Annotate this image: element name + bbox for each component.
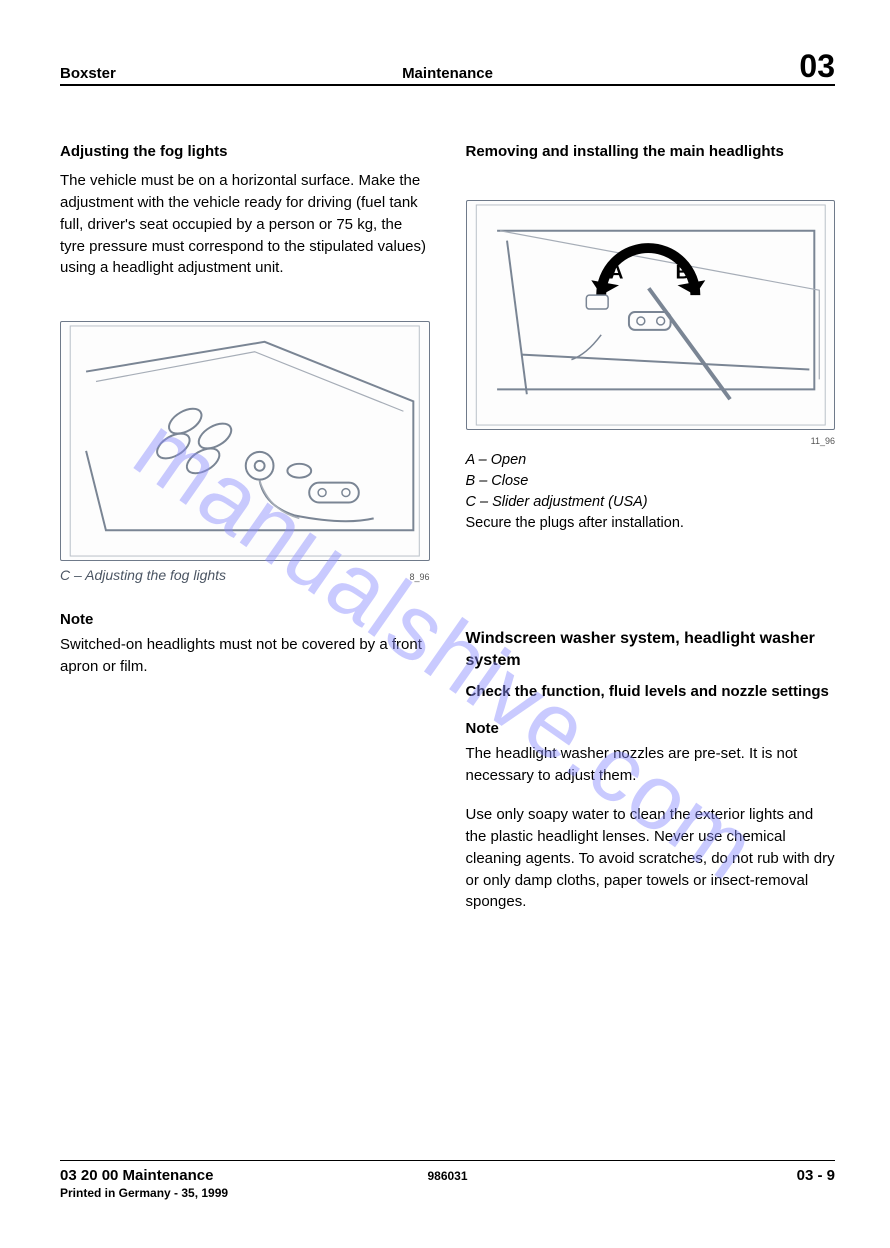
note-title-right: Note <box>466 720 836 737</box>
key-b: B – Close <box>466 471 836 492</box>
figure2-number: 11_96 <box>811 436 835 446</box>
fig2-label-b: B <box>675 262 689 284</box>
footer-section: 03 20 00 Maintenance <box>60 1167 213 1184</box>
figure2-caption-row: 11_96 <box>466 436 836 446</box>
header-left: Boxster <box>60 65 318 82</box>
page-header: Boxster Maintenance 03 <box>60 50 835 86</box>
figure-main-headlights: A B <box>466 200 836 430</box>
footer-print-info: Printed in Germany - 35, 1999 <box>60 1186 318 1200</box>
content-columns: Adjusting the fog lights The vehicle mus… <box>60 142 835 931</box>
footer-page-number: 03 - 9 <box>577 1167 835 1184</box>
note-body-right-2: Use only soapy water to clean the exteri… <box>466 804 836 913</box>
header-section-number: 03 <box>577 50 835 82</box>
key-after: Secure the plugs after installation. <box>466 513 836 534</box>
headlight-diagram-svg: A B <box>467 201 835 429</box>
subheading-check-function: Check the function, fluid levels and noz… <box>466 682 836 702</box>
right-column: Removing and installing the main headlig… <box>466 142 836 931</box>
fog-light-diagram-svg <box>61 322 429 560</box>
footer-rule <box>60 1160 835 1162</box>
fig2-label-a: A <box>609 262 623 284</box>
key-a: A – Open <box>466 450 836 471</box>
page-footer: 03 20 00 Maintenance Printed in Germany … <box>60 1160 835 1201</box>
figure1-caption-row: C – Adjusting the fog lights 8_96 <box>60 567 430 583</box>
figure2-keylist: A – Open B – Close C – Slider adjustment… <box>466 450 836 534</box>
figure-fog-lights <box>60 321 430 561</box>
key-c: C – Slider adjustment (USA) <box>466 492 836 513</box>
heading-fog-lights: Adjusting the fog lights <box>60 142 430 162</box>
heading-main-headlights: Removing and installing the main headlig… <box>466 142 836 162</box>
note-body-left: Switched-on headlights must not be cover… <box>60 634 430 678</box>
footer-left: 03 20 00 Maintenance Printed in Germany … <box>60 1167 318 1200</box>
note-body-right-1: The headlight washer nozzles are pre-set… <box>466 743 836 787</box>
heading-washer-system: Windscreen washer system, headlight wash… <box>466 628 836 671</box>
header-center: Maintenance <box>318 65 576 82</box>
figure1-caption: C – Adjusting the fog lights <box>60 567 226 583</box>
figure1-number: 8_96 <box>409 572 429 582</box>
note-title-left: Note <box>60 611 430 628</box>
left-column: Adjusting the fog lights The vehicle mus… <box>60 142 430 931</box>
para-fog-lights: The vehicle must be on a horizontal surf… <box>60 170 430 279</box>
footer-docnum: 986031 <box>318 1169 576 1183</box>
